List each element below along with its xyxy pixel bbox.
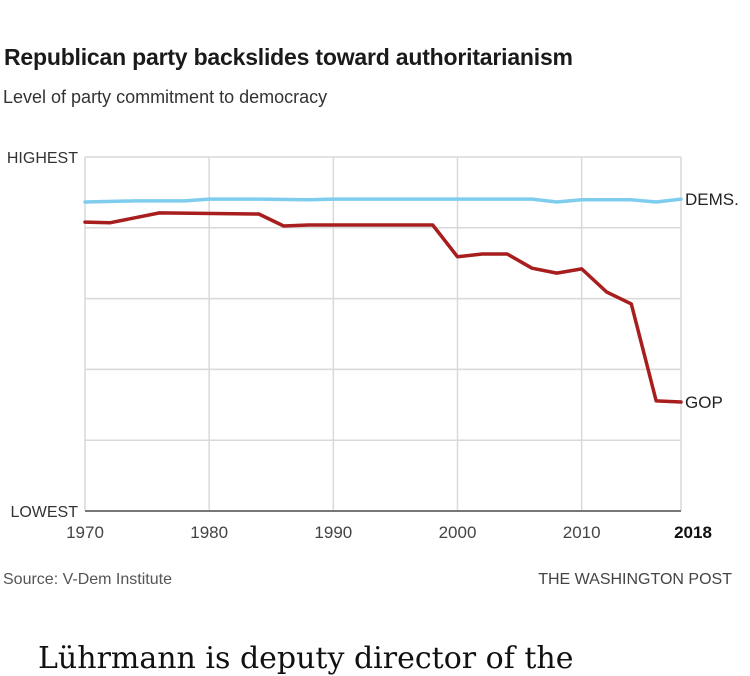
x-tick-label: 2000 [439,523,477,542]
y-tick-label: HIGHEST [7,150,78,167]
publisher-credit: THE WASHINGTON POST [538,571,732,588]
series-line-gop [83,211,683,404]
y-tick-label: LOWEST [10,504,78,521]
x-tick-label: 2018 [674,523,712,542]
line-chart: HIGHEST LOWEST 1970 1980 1990 2000 2010 2018 DEM… [7,150,739,542]
x-tick-label: 2010 [563,523,601,542]
chart-subtitle: Level of party commitment to democracy [3,87,328,107]
gridlines [84,156,682,511]
series-label: DEMS. [685,190,739,209]
x-tick-label: 1980 [190,523,228,542]
article-text: Lührmann is deputy director of the [38,641,574,676]
labels: HIGHEST LOWEST 1970 1980 1990 2000 2010 2018 DEM… [7,150,739,542]
series-line-dems [83,197,683,204]
series-lines [83,197,683,404]
chart-title: Republican party backslides toward autho… [4,44,573,70]
series-label: GOP [685,393,723,412]
x-tick-label: 1990 [314,523,352,542]
x-tick-label: 1970 [66,523,104,542]
source-note: Source: V-Dem Institute [3,571,172,588]
